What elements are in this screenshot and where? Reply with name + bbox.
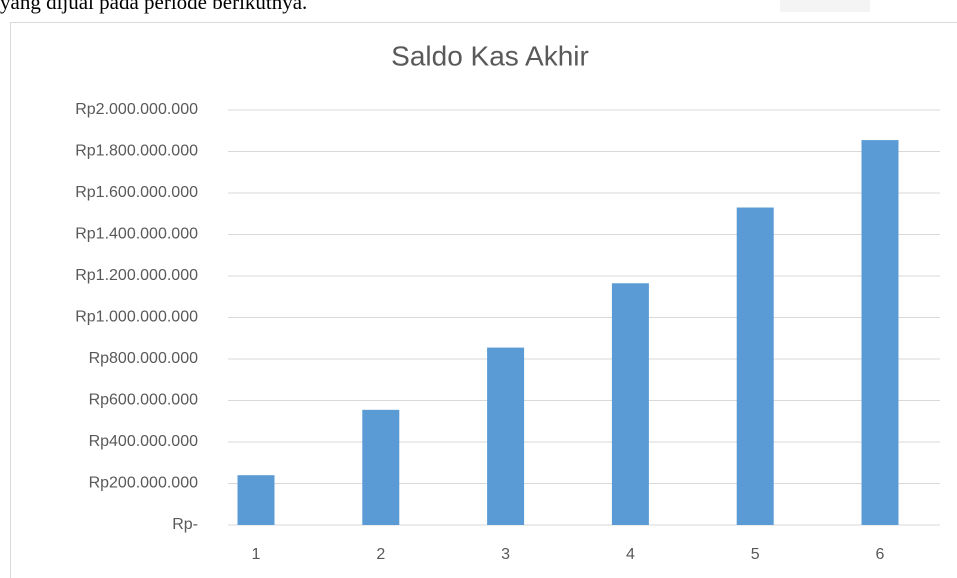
x-tick-label: 6 [876,546,885,563]
y-tick-label: Rp- [172,516,198,533]
decoration [780,0,870,12]
bar [487,347,525,525]
y-tick-label: Rp2.000.000.000 [75,101,198,118]
y-tick-label: Rp800.000.000 [89,350,199,367]
bar [362,409,400,525]
chart-frame [10,22,957,578]
x-tick-label: 1 [252,546,261,563]
y-tick-label: Rp600.000.000 [89,392,199,409]
bar [237,475,275,525]
x-tick-label: 5 [751,546,760,563]
y-tick-label: Rp1.400.000.000 [75,226,198,243]
y-tick-label: Rp400.000.000 [89,433,199,450]
bar [611,283,649,525]
x-tick-label: 2 [376,546,385,563]
document-text: yang dijual pada periode berikutnya. [0,0,307,14]
y-tick-label: Rp1.200.000.000 [75,267,198,284]
x-tick-label: 4 [626,546,635,563]
chart-title: Saldo Kas Akhir [391,40,589,71]
y-tick-label: Rp200.000.000 [89,475,199,492]
bar [736,207,774,525]
x-tick-label: 3 [501,546,510,563]
y-tick-label: Rp1.600.000.000 [75,184,198,201]
bar [861,140,899,525]
y-tick-label: Rp1.000.000.000 [75,309,198,326]
y-tick-label: Rp1.800.000.000 [75,143,198,160]
